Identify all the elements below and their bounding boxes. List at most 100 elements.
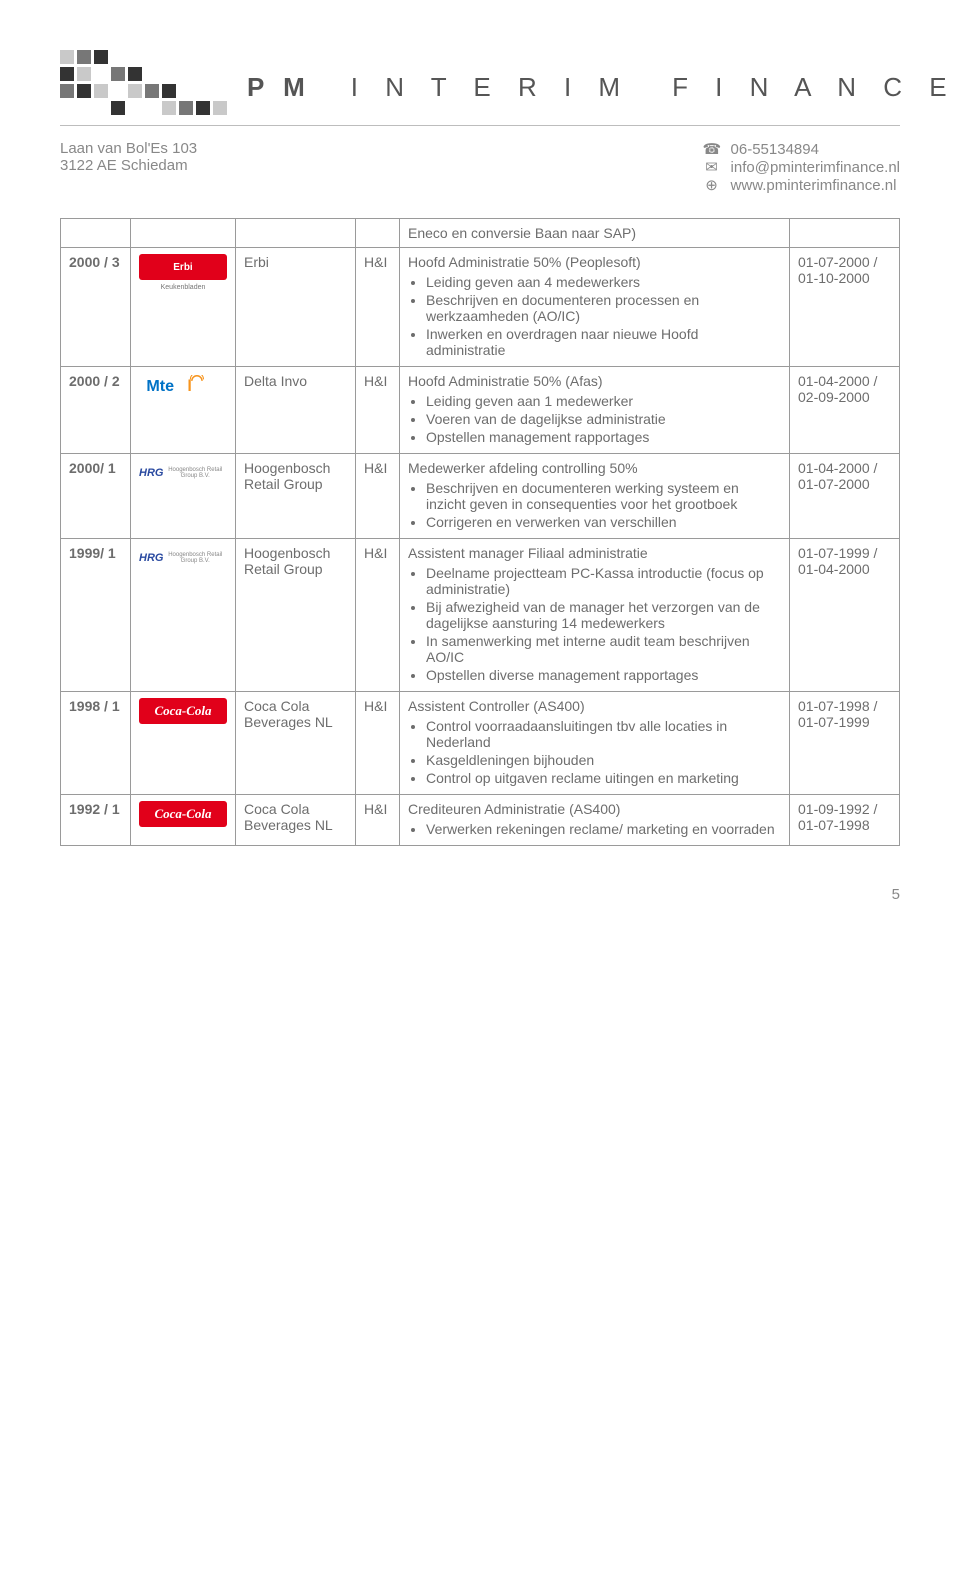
carryover-text: Eneco en conversie Baan naar SAP) (408, 225, 636, 241)
table-row: 1992 / 1Coca-ColaCoca Cola Beverages NLH… (61, 795, 900, 846)
table-row: 1999/ 1HRGHoogenbosch Retail Group B.V.H… (61, 539, 900, 692)
list-item: Voeren van de dagelijkse administratie (426, 411, 781, 427)
cell-period: 1998 / 1 (61, 692, 131, 795)
bullet-list: Verwerken rekeningen reclame/ marketing … (426, 821, 781, 837)
contact-email: ✉ info@pminterimfinance.nl (703, 158, 900, 176)
list-item: Beschrijven en documenteren processen en… (426, 292, 781, 324)
cell-dates: 01-04-2000 /01-07-2000 (790, 454, 900, 539)
job-title: Medewerker afdeling controlling 50% (408, 460, 781, 476)
date-to: 01-04-2000 (798, 561, 891, 577)
date-from: 01-07-1999 / (798, 545, 891, 561)
contact-phone: ☎ 06-55134894 (703, 140, 900, 158)
cell-logo: HRGHoogenbosch Retail Group B.V. (131, 539, 236, 692)
cell-description: Crediteuren Administratie (AS400)Verwerk… (400, 795, 790, 846)
company-logo: HRGHoogenbosch Retail Group B.V. (139, 460, 227, 486)
logo-pm: P M (247, 72, 311, 102)
list-item: Beschrijven en documenteren werking syst… (426, 480, 781, 512)
contact-block: ☎ 06-55134894 ✉ info@pminterimfinance.nl… (703, 140, 900, 194)
cell-logo: Erbi (131, 248, 236, 367)
date-to: 02-09-2000 (798, 389, 891, 405)
list-item: Corrigeren en verwerken van verschillen (426, 514, 781, 530)
bullet-list: Control voorraadaansluitingen tbv alle l… (426, 718, 781, 786)
list-item: In samenwerking met interne audit team b… (426, 633, 781, 665)
company-logo: Erbi (139, 254, 227, 280)
cell-period: 1992 / 1 (61, 795, 131, 846)
cell-logo: HRGHoogenbosch Retail Group B.V. (131, 454, 236, 539)
address-line-2: 3122 AE Schiedam (60, 157, 197, 174)
list-item: Kasgeldleningen bijhouden (426, 752, 781, 768)
date-from: 01-04-2000 / (798, 460, 891, 476)
job-title: Hoofd Administratie 50% (Peoplesoft) (408, 254, 781, 270)
table-row: 2000 / 2MtelDelta InvoH&IHoofd Administr… (61, 367, 900, 454)
cell-period: 2000 / 3 (61, 248, 131, 367)
table-row-carryover: Eneco en conversie Baan naar SAP) (61, 219, 900, 248)
cell-description: Hoofd Administratie 50% (Afas) Leiding ge… (400, 367, 790, 454)
bullet-list: Beschrijven en documenteren werking syst… (426, 480, 781, 530)
header-rule (60, 125, 900, 126)
table-row: 2000 / 3ErbiErbiH&IHoofd Administratie 5… (61, 248, 900, 367)
job-title: Assistent Controller (AS400) (408, 698, 781, 714)
cell-company: Delta Invo (236, 367, 356, 454)
cell-dates: 01-04-2000 /02-09-2000 (790, 367, 900, 454)
list-item: Verwerken rekeningen reclame/ marketing … (426, 821, 781, 837)
list-item: Leiding geven aan 4 medewerkers (426, 274, 781, 290)
cell-dates (790, 219, 900, 248)
list-item: Deelname projectteam PC-Kassa introducti… (426, 565, 781, 597)
date-to: 01-07-2000 (798, 476, 891, 492)
email-value: info@pminterimfinance.nl (731, 159, 900, 176)
cell-logo: Coca-Cola (131, 692, 236, 795)
date-to: 01-10-2000 (798, 270, 891, 286)
list-item: Opstellen diverse management rapportages (426, 667, 781, 683)
cell-dates: 01-07-2000 /01-10-2000 (790, 248, 900, 367)
letterhead: Laan van Bol'Es 103 3122 AE Schiedam ☎ 0… (60, 140, 900, 194)
cell-description: Eneco en conversie Baan naar SAP) (400, 219, 790, 248)
cell-company: Coca Cola Beverages NL (236, 795, 356, 846)
cell-type: H&I (356, 367, 400, 454)
phone-value: 06-55134894 (731, 141, 819, 158)
list-item: Leiding geven aan 1 medewerker (426, 393, 781, 409)
list-item: Control op uitgaven reclame uitingen en … (426, 770, 781, 786)
cell-logo (131, 219, 236, 248)
cell-type: H&I (356, 795, 400, 846)
address-line-1: Laan van Bol'Es 103 (60, 140, 197, 157)
bullet-list: Leiding geven aan 4 medewerkers Beschrijv… (426, 274, 781, 358)
table-row: 1998 / 1 Coca-Cola Coca Cola Beverages NLH… (61, 692, 900, 795)
list-item: Control voorraadaansluitingen tbv alle l… (426, 718, 781, 750)
cell-company: Coca Cola Beverages NL (236, 692, 356, 795)
job-title: Hoofd Administratie 50% (Afas) (408, 373, 781, 389)
job-title: Assistent manager Filiaal administratie (408, 545, 781, 561)
phone-icon: ☎ (703, 140, 721, 158)
cell-type: H&I (356, 248, 400, 367)
date-from: 01-07-1998 / (798, 698, 891, 714)
cell-company: Hoogenbosch Retail Group (236, 454, 356, 539)
company-logo: Coca-Cola (139, 698, 227, 724)
svg-text:Mte: Mte (146, 377, 174, 395)
web-value: www.pminterimfinance.nl (731, 177, 897, 194)
cell-type (356, 219, 400, 248)
cell-logo: Mtel (131, 367, 236, 454)
cell-type: H&I (356, 692, 400, 795)
logo-finance: F I N A N C E (672, 72, 957, 102)
cv-table: Eneco en conversie Baan naar SAP) 2000 /… (60, 218, 900, 846)
cell-description: Assistent Controller (AS400) Control voor… (400, 692, 790, 795)
cell-description: Assistent manager Filiaal administratie D… (400, 539, 790, 692)
cell-company (236, 219, 356, 248)
cell-dates: 01-09-1992 /01-07-1998 (790, 795, 900, 846)
company-logo: HRGHoogenbosch Retail Group B.V. (139, 545, 227, 571)
list-item: Opstellen management rapportages (426, 429, 781, 445)
list-item: Bij afwezigheid van de manager het verzo… (426, 599, 781, 631)
cell-period (61, 219, 131, 248)
contact-web: ⊕ www.pminterimfinance.nl (703, 176, 900, 194)
address-block: Laan van Bol'Es 103 3122 AE Schiedam (60, 140, 197, 194)
date-from: 01-09-1992 / (798, 801, 891, 817)
date-from: 01-07-2000 / (798, 254, 891, 270)
logo-interim: I N T E R I M (351, 72, 630, 102)
cell-dates: 01-07-1998 /01-07-1999 (790, 692, 900, 795)
company-logo: Mtel (139, 373, 227, 399)
cell-company: Hoogenbosch Retail Group (236, 539, 356, 692)
envelope-icon: ✉ (703, 158, 721, 176)
cell-description: Medewerker afdeling controlling 50% Besch… (400, 454, 790, 539)
list-item: Inwerken en overdragen naar nieuwe Hoofd… (426, 326, 781, 358)
date-from: 01-04-2000 / (798, 373, 891, 389)
cell-logo: Coca-Cola (131, 795, 236, 846)
